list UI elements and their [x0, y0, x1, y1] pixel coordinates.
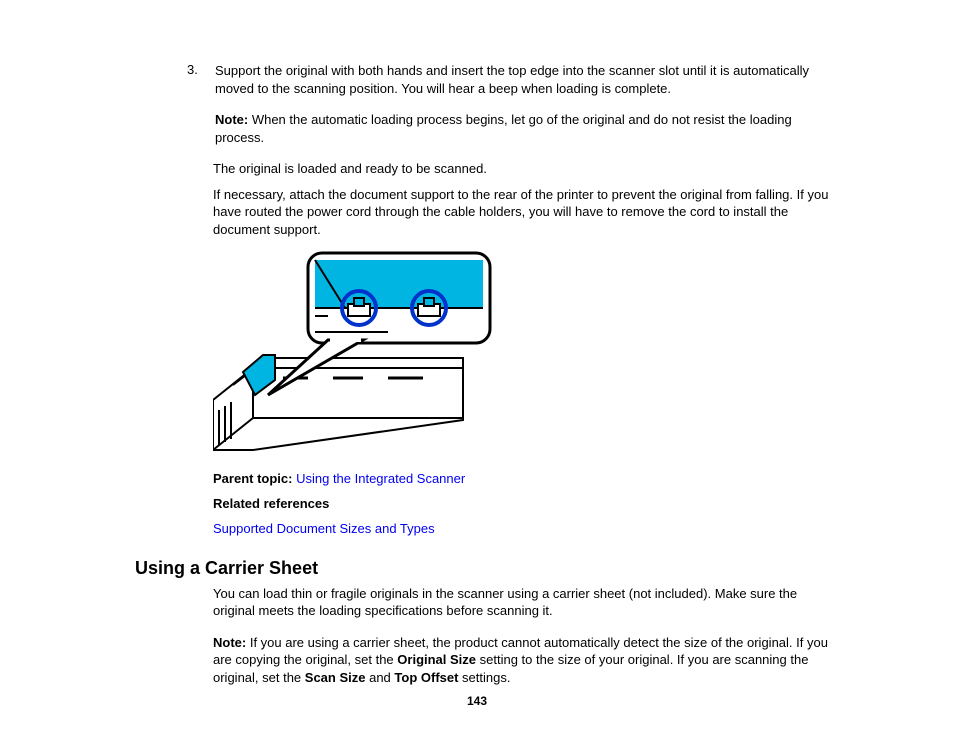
paragraph-loaded: The original is loaded and ready to be s…: [213, 160, 839, 178]
section-note: Note: If you are using a carrier sheet, …: [213, 634, 839, 687]
paragraph-support: If necessary, attach the document suppor…: [213, 186, 839, 239]
step-note: Note: When the automatic loading process…: [215, 111, 839, 146]
note-label: Note:: [215, 112, 248, 127]
parent-topic: Parent topic: Using the Integrated Scann…: [213, 469, 839, 490]
section-intro: You can load thin or fragile originals i…: [213, 585, 839, 620]
note-text: When the automatic loading process begin…: [215, 112, 792, 145]
related-label: Related references: [213, 496, 329, 511]
nb1: Original Size: [397, 652, 476, 667]
step-3: 3. Support the original with both hands …: [135, 62, 839, 146]
related-references: Related references: [213, 494, 839, 515]
nb3: Top Offset: [394, 670, 458, 685]
related-link[interactable]: Supported Document Sizes and Types: [213, 521, 435, 536]
parent-topic-label: Parent topic:: [213, 471, 292, 486]
nt3: and: [365, 670, 394, 685]
step-number: 3.: [135, 62, 215, 146]
section-heading: Using a Carrier Sheet: [135, 558, 839, 579]
section-note-label: Note:: [213, 635, 246, 650]
step-body: Support the original with both hands and…: [215, 62, 839, 146]
related-link-row: Supported Document Sizes and Types: [213, 519, 839, 540]
page-number: 143: [0, 694, 954, 708]
step-text: Support the original with both hands and…: [215, 63, 809, 96]
figure-document-support: [213, 250, 839, 455]
nb2: Scan Size: [305, 670, 366, 685]
parent-topic-link[interactable]: Using the Integrated Scanner: [296, 471, 465, 486]
nt4: settings.: [458, 670, 510, 685]
